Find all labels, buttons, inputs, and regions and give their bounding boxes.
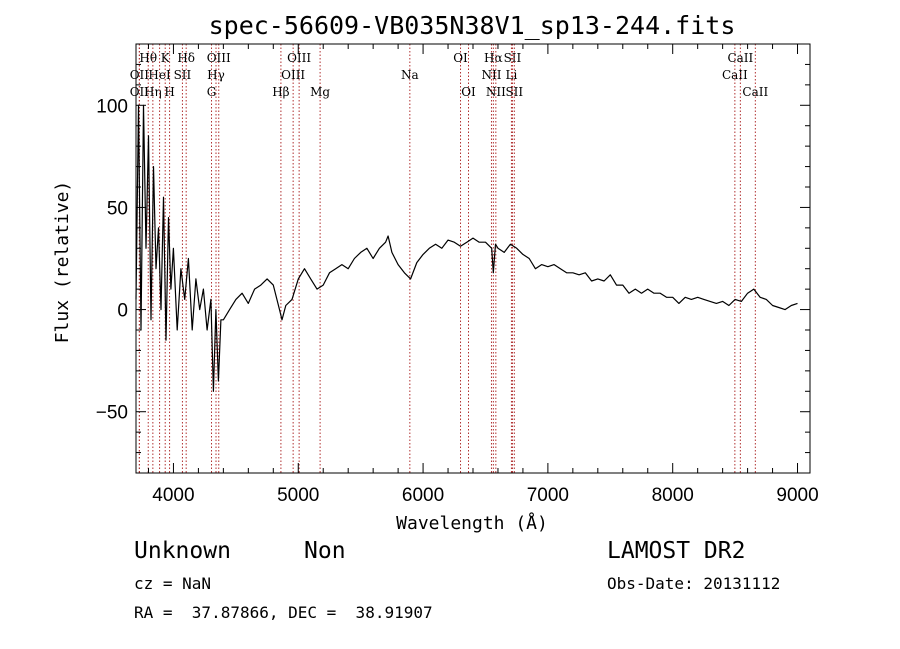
y-axis-label: Flux (relative) xyxy=(52,181,73,344)
emission-line-label: Hθ xyxy=(139,51,157,65)
x-axis-label: Wavelength (Å) xyxy=(396,512,548,534)
emission-line-label: Hδ xyxy=(177,51,195,65)
x-tick-label: 4000 xyxy=(152,485,194,506)
object-class: Unknown xyxy=(134,538,231,564)
chart-title: spec-56609-VB035N38V1_sp13-244.fits xyxy=(209,11,736,40)
emission-line-label: Hβ xyxy=(272,85,289,99)
x-tick-label: 7000 xyxy=(527,485,569,506)
plot-axes: 4000 5000 6000 7000 8000 9000 −50 0 50 100 xyxy=(96,43,819,506)
observation-date: Obs-Date: 20131112 xyxy=(607,574,781,593)
emission-line-label: Mg xyxy=(310,85,330,99)
emission-line-label: H xyxy=(164,85,174,99)
emission-line-label: CaII xyxy=(727,51,753,65)
spectrum-line xyxy=(135,104,798,392)
emission-line-label: HeI xyxy=(148,68,171,82)
emission-line-label: NII xyxy=(486,85,506,99)
coordinates-readout: RA = 37.87866, DEC = 38.91907 xyxy=(134,603,433,622)
emission-line-label: CaII xyxy=(722,68,748,82)
emission-line-label: OIII xyxy=(207,51,231,65)
emission-line-label: Li xyxy=(506,68,518,82)
emission-line-label: NII xyxy=(481,68,501,82)
emission-line-label: G xyxy=(207,85,217,99)
emission-line-label: Hα xyxy=(484,51,503,65)
y-tick-label: −50 xyxy=(96,403,128,424)
object-subclass: Non xyxy=(304,538,346,564)
emission-line-label: OI xyxy=(461,85,476,99)
survey-name: LAMOST DR2 xyxy=(607,538,746,564)
redshift-readout: cz = NaN xyxy=(134,574,212,593)
emission-line-label: OI xyxy=(453,51,468,65)
emission-line-markers: OIIHθOIIHηHeIKHSIIHδGHγOIIIHβOIIIOIIIMgN… xyxy=(130,44,768,473)
spectrum-series xyxy=(135,104,798,392)
emission-line-label: OIII xyxy=(281,68,305,82)
emission-line-label: Hγ xyxy=(207,68,225,82)
emission-line-label: OII xyxy=(130,68,150,82)
emission-line-label: CaII xyxy=(742,85,768,99)
emission-line-label: SII xyxy=(174,68,192,82)
emission-line-label: K xyxy=(161,51,171,65)
emission-line-label: Na xyxy=(401,68,419,82)
x-tick-label: 8000 xyxy=(652,485,694,506)
y-tick-label: 0 xyxy=(117,301,128,322)
x-tick-label: 9000 xyxy=(776,485,818,506)
x-tick-label: 5000 xyxy=(277,485,319,506)
emission-line-label: Hη xyxy=(144,85,162,99)
emission-line-label: SII xyxy=(505,85,523,99)
plot-frame xyxy=(135,43,811,474)
y-tick-label: 100 xyxy=(96,96,128,117)
y-tick-label: 50 xyxy=(107,198,128,219)
emission-line-label: OIII xyxy=(287,51,311,65)
emission-line-label: OII xyxy=(130,85,150,99)
x-tick-label: 6000 xyxy=(402,485,444,506)
emission-line-label: SII xyxy=(504,51,522,65)
